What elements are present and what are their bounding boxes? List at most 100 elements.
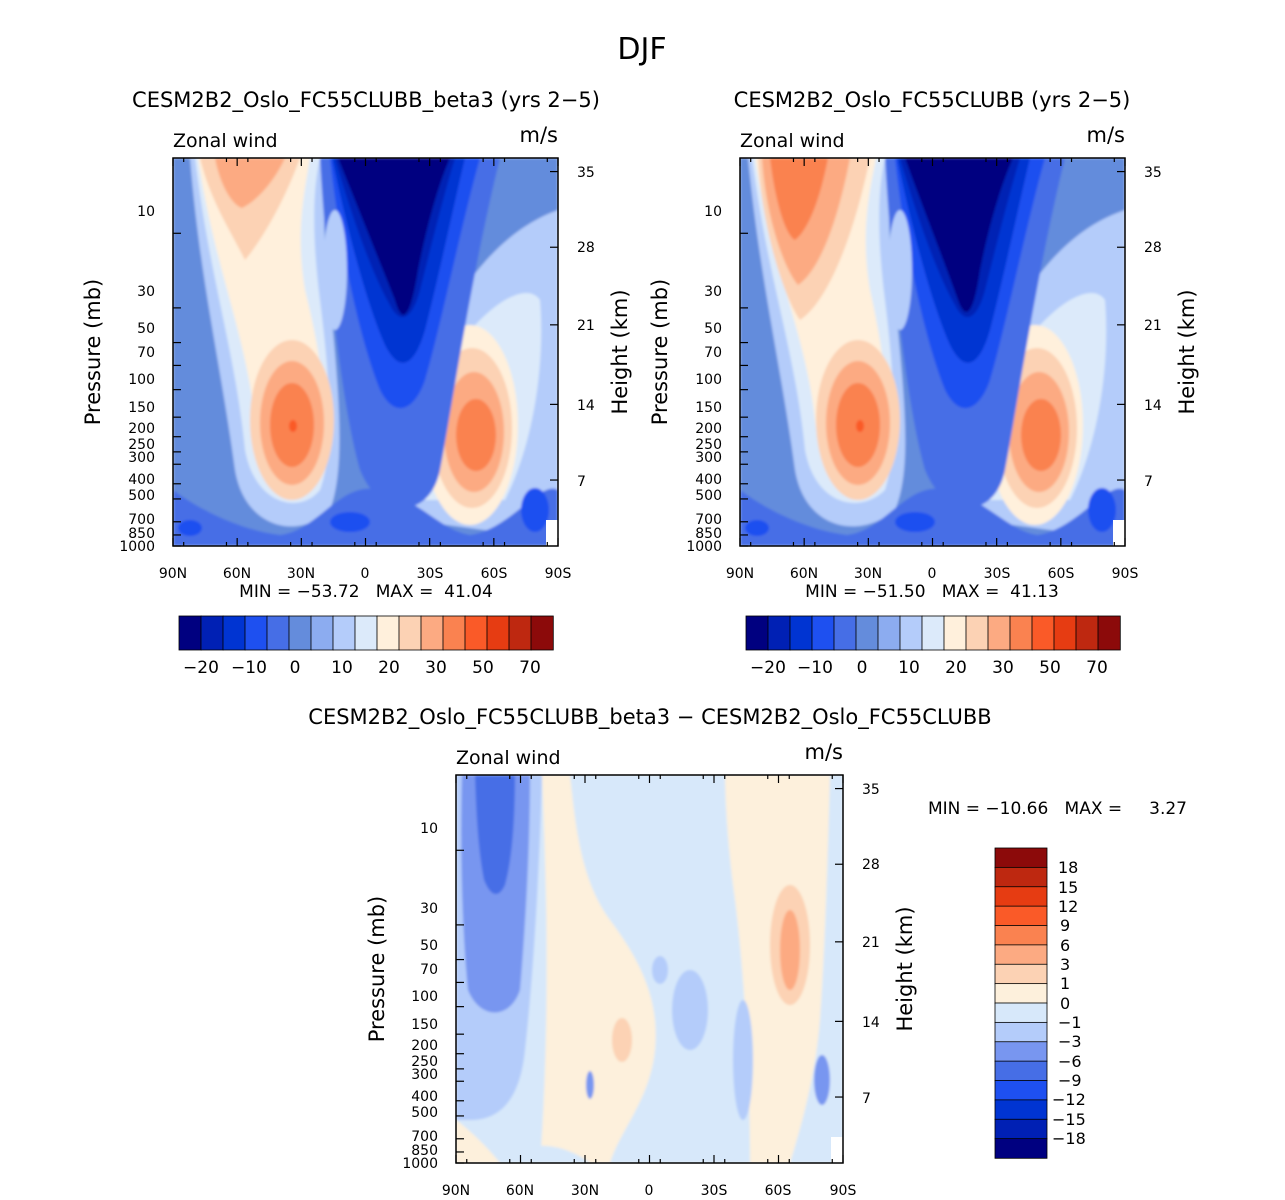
colorbar-swatch	[994, 905, 1048, 927]
colorbar-swatch	[987, 615, 1011, 651]
panel-a-cb-label: 20	[378, 658, 400, 678]
panel-a-y-tick-400: 400	[128, 472, 155, 488]
colorbar-swatch	[994, 1138, 1048, 1159]
panel-diff-ylabel-right: Height (km)	[893, 906, 917, 1031]
panel-diff-y-tick-30: 30	[420, 901, 438, 917]
panel-a-cb-label: 30	[425, 658, 447, 678]
colorbar-swatch	[994, 1118, 1048, 1140]
panel-b-cb-label: 0	[857, 658, 868, 678]
panel-b-y-tick-200: 200	[695, 421, 722, 437]
colorbar-swatch	[1075, 615, 1099, 651]
panel-b-y-ticks: 10 30 50 70 100 150 200 250 300 400 500 …	[686, 204, 722, 555]
panel-diff-nh-neg-core	[475, 775, 515, 895]
panel-diff-x-tick-90N: 90N	[442, 1183, 470, 1199]
panel-diff-y-tick-850: 850	[411, 1143, 438, 1159]
panel-diff-cb-label: 18	[1058, 858, 1078, 877]
panel-a-title: CESM2B2_Oslo_FC55CLUBB_beta3 (yrs 2−5)	[132, 88, 600, 113]
panel-a-x-tick-90N: 90N	[159, 566, 187, 582]
panel-b-orography-mask	[1113, 520, 1125, 546]
panel-a-y-tick-50: 50	[137, 321, 155, 337]
panel-b-y-tick-400: 400	[695, 472, 722, 488]
panel-b-ylabel-right: Height (km)	[1175, 289, 1199, 414]
panel-a-units: m/s	[520, 123, 558, 147]
colorbar-swatch	[464, 615, 488, 651]
colorbar-swatch	[877, 615, 901, 651]
panel-b-x-tick-30N: 30N	[854, 566, 882, 582]
panel-a: CESM2B2_Oslo_FC55CLUBB_beta3 (yrs 2−5) Z…	[81, 88, 632, 678]
colorbar-swatch	[994, 1021, 1048, 1043]
panel-diff-stats: MIN = −10.66 MAX = 3.27	[928, 799, 1187, 819]
panel-b-y-tick-300: 300	[695, 450, 722, 466]
panel-diff-x-tick-90S: 90S	[830, 1183, 857, 1199]
panel-b-tickmarks	[739, 158, 1126, 547]
panel-diff-cb-label: −18	[1052, 1129, 1086, 1148]
panel-a-y-tick-300: 300	[128, 450, 155, 466]
panel-b-yr-tick-35: 35	[1144, 165, 1162, 181]
panel-diff-cb-label: −9	[1058, 1071, 1082, 1090]
panel-diff-y-tick-70: 70	[420, 962, 438, 978]
panel-diff-yr-tick-14: 14	[862, 1015, 880, 1031]
colorbar-swatch	[376, 615, 400, 651]
colorbar-swatch	[1031, 615, 1055, 651]
colorbar-swatch	[994, 1060, 1048, 1082]
panel-b-yr-tick-7: 7	[1144, 474, 1153, 490]
colorbar-swatch	[420, 615, 444, 651]
colorbar-swatch	[994, 963, 1048, 985]
panel-diff-x-tick-60N: 60N	[506, 1183, 534, 1199]
panel-b-colorbar-labels: −20 −10 0 10 20 30 50 70	[750, 658, 1108, 678]
panel-diff-cb-label: 3	[1060, 955, 1070, 974]
panel-b-x-tick-eq: 0	[928, 566, 937, 582]
panel-diff-yr-tick-7: 7	[862, 1091, 871, 1107]
panel-b-colorbar	[745, 615, 1121, 651]
panel-b-easterly-core	[905, 158, 1013, 312]
panel-diff-neg-patch-1	[672, 970, 708, 1050]
panel-diff-orography-mask	[831, 1137, 843, 1163]
colorbar-swatch	[442, 615, 466, 651]
panel-diff-x-tick-60S: 60S	[765, 1183, 792, 1199]
panel-diff-variable-label: Zonal wind	[456, 747, 561, 769]
panel-diff-sh-pos-core-inner	[780, 910, 800, 990]
panel-b-nh-jet-core	[856, 420, 864, 432]
colorbar-swatch	[178, 615, 202, 651]
colorbar-swatch	[398, 615, 422, 651]
panel-b-sh-jet-core	[1021, 399, 1061, 471]
panel-b-x-tick-30S: 30S	[984, 566, 1011, 582]
panel-diff-y-tick-250: 250	[411, 1054, 438, 1070]
panel-a-stats: MIN = −53.72 MAX = 41.04	[239, 582, 493, 602]
colorbar-swatch	[943, 615, 967, 651]
panel-diff-x-ticks: 90N 60N 30N 0 30S 60S 90S	[442, 1183, 857, 1199]
panel-a-y-tick-1000: 1000	[119, 539, 155, 555]
panel-diff-y-ticks-right: 35 28 21 14 7	[862, 782, 880, 1107]
colorbar-swatch	[1053, 615, 1077, 651]
panel-a-x-tick-60N: 60N	[223, 566, 251, 582]
panel-b-y-tick-150: 150	[695, 400, 722, 416]
colorbar-swatch	[994, 944, 1048, 965]
panel-b-y-tick-100: 100	[695, 372, 722, 388]
panel-diff-colorbar-labels: 18 15 12 9 6 3 1 0 −1 −3 −6 −9 −12 −15 −…	[1052, 858, 1086, 1148]
panel-diff-surface-neg-band	[500, 1145, 590, 1163]
colorbar-swatch	[530, 615, 554, 651]
panel-a-x-tick-60S: 60S	[481, 566, 508, 582]
panel-diff-surface-pos-band	[456, 1120, 500, 1163]
panel-a-cb-label: 70	[519, 658, 541, 678]
panel-a-cb-label: 50	[472, 658, 494, 678]
panel-b-cb-label: −20	[750, 658, 786, 678]
panel-b-stats: MIN = −51.50 MAX = 41.13	[805, 582, 1059, 602]
panel-diff-plot	[456, 775, 843, 1163]
colorbar-swatch	[200, 615, 224, 651]
panel-b-x-tick-60N: 60N	[790, 566, 818, 582]
panel-a-tickmarks	[172, 158, 559, 547]
colorbar-swatch	[994, 925, 1048, 946]
panel-a-x-tick-30N: 30N	[287, 566, 315, 582]
colorbar-swatch	[745, 615, 769, 651]
panel-b-yr-tick-28: 28	[1144, 240, 1162, 256]
panel-diff-x-tick-30S: 30S	[701, 1183, 728, 1199]
panel-b-cb-label: 30	[992, 658, 1014, 678]
panel-b-nh-upper-jet-core	[770, 158, 828, 240]
panel-b-surface-patch-2	[745, 520, 769, 536]
panel-a-cb-label: −10	[231, 658, 267, 678]
panel-a-y-tick-250: 250	[128, 437, 155, 453]
panel-a-ylabel-right: Height (km)	[608, 289, 632, 414]
panel-b-x-tick-90S: 90S	[1112, 566, 1139, 582]
